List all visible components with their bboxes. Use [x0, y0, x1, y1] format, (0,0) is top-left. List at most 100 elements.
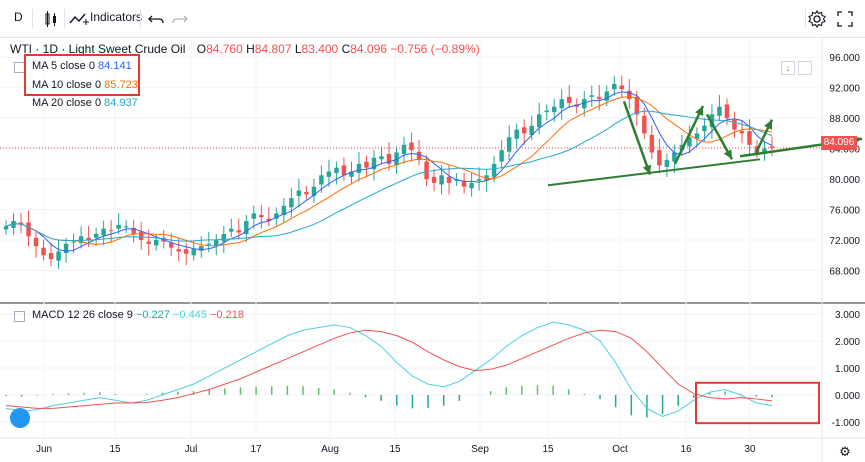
candles-icon[interactable]: [40, 8, 62, 30]
candle-body: [499, 150, 504, 162]
logo-icon: [10, 408, 30, 428]
candle-body: [551, 106, 557, 113]
time-tick-label: 30: [744, 444, 756, 455]
candle-body: [304, 192, 309, 195]
candle-body: [386, 153, 392, 164]
time-tick-label: Jun: [36, 444, 52, 455]
high-label: H: [246, 42, 255, 56]
candle-body: [311, 186, 317, 196]
candle-body: [116, 224, 121, 229]
candle-body: [229, 228, 234, 232]
ma20-legend[interactable]: MA 20 close 0 84.937: [32, 97, 138, 109]
indicators-button[interactable]: Indicators: [90, 10, 143, 24]
candle-body: [394, 152, 399, 166]
open-label: O: [196, 42, 207, 56]
axis-settings-icon[interactable]: ⚙: [839, 444, 851, 459]
candle-body: [702, 125, 707, 132]
price-tick-label: 80.000: [829, 175, 860, 186]
macd-legend[interactable]: MACD 12 26 close 9 −0.227 −0.445 −0.218: [32, 309, 244, 321]
candle-body: [251, 213, 257, 219]
candle-body: [491, 163, 497, 177]
candle-body: [431, 176, 437, 183]
candle-body: [582, 99, 587, 109]
time-tick-label: 15: [109, 444, 121, 455]
candle-body: [206, 243, 211, 245]
open-value: 84.760: [206, 42, 243, 56]
top-toolbar: D Indicators: [0, 0, 865, 38]
macd-tick-label: 1.000: [835, 364, 860, 375]
candle-body: [649, 134, 655, 153]
candle-body: [672, 152, 677, 162]
price-tick-label: 92.000: [829, 84, 860, 95]
candle-body: [168, 243, 174, 248]
last-price-badge: 84.096: [821, 136, 857, 150]
candle-body: [349, 171, 354, 177]
zigzag-arrow-down-2-head: [723, 149, 732, 160]
interval-selector[interactable]: D: [14, 10, 23, 24]
ma20-line: [5, 110, 773, 242]
candle-body: [506, 137, 512, 152]
time-tick-label: Aug: [321, 444, 339, 455]
candle-body: [41, 247, 46, 256]
candle-body: [26, 222, 31, 237]
macd-tick-label: -1.000: [832, 418, 861, 429]
price-tick-label: 88.000: [829, 114, 860, 125]
candle-body: [589, 95, 594, 97]
macd-highlight-box: [695, 381, 820, 425]
ma10-label: MA 10 close 0: [32, 79, 102, 91]
candle-body: [597, 96, 602, 100]
candle-body: [409, 142, 414, 151]
candle-body: [612, 83, 617, 90]
price-tick-label: 96.000: [829, 53, 860, 64]
ma5-value: 84.141: [98, 60, 132, 72]
candle-body: [529, 125, 534, 135]
candle-body: [619, 85, 625, 90]
candle-body: [244, 221, 249, 234]
macd-line: [5, 321, 773, 417]
candle-body: [401, 144, 407, 154]
candle-body: [356, 163, 362, 174]
zigzag-arrow-down-head: [642, 164, 652, 175]
candle-body: [559, 99, 564, 109]
macd-signal-value: −0.218: [209, 309, 244, 321]
candle-body: [78, 236, 84, 244]
candle-body: [131, 227, 136, 234]
macd-signal-line: [5, 329, 773, 409]
ma-highlight-box: [24, 54, 140, 96]
candle-body: [476, 179, 482, 181]
candle-body: [439, 175, 444, 185]
candle-body: [289, 198, 294, 208]
move-down-icon[interactable]: ↓: [781, 61, 795, 75]
ma5-legend[interactable]: MA 5 close 0 84.141: [32, 60, 132, 72]
zigzag-arrow-up: [673, 105, 705, 165]
symbol-title: WTI · 1D · Light Sweet Crude Oil: [10, 42, 186, 56]
candle-body: [544, 110, 549, 113]
toolbar-divider: [64, 9, 65, 29]
candle-body: [379, 156, 384, 160]
collapse-macd-legend-icon[interactable]: [14, 311, 25, 322]
candle-body: [108, 230, 114, 232]
candle-body: [274, 213, 279, 219]
ma10-line: [5, 96, 773, 247]
candle-body: [732, 119, 737, 130]
maximize-pane-icon[interactable]: [798, 61, 812, 75]
time-tick-label: 15: [389, 444, 401, 455]
ma10-legend[interactable]: MA 10 close 0 85.723: [32, 79, 138, 91]
redo-icon[interactable]: [168, 8, 190, 30]
time-tick-label: Jul: [185, 444, 198, 455]
ma10-value: 85.723: [104, 79, 138, 91]
fullscreen-icon[interactable]: [834, 8, 856, 30]
chart-header: WTI · 1D · Light Sweet Crude Oil O84.760…: [10, 42, 480, 56]
candle-body: [199, 246, 204, 251]
candle-body: [469, 182, 474, 189]
indicators-icon[interactable]: [68, 8, 90, 30]
support-trendline: [547, 158, 761, 187]
settings-gear-icon[interactable]: [806, 8, 828, 30]
candle-body: [33, 237, 39, 247]
candle-body: [664, 160, 670, 167]
candle-body: [604, 91, 610, 101]
undo-icon[interactable]: [146, 8, 168, 30]
toolbar-divider: [805, 9, 806, 29]
time-tick-label: Sep: [471, 444, 489, 455]
time-tick-label: 15: [542, 444, 554, 455]
